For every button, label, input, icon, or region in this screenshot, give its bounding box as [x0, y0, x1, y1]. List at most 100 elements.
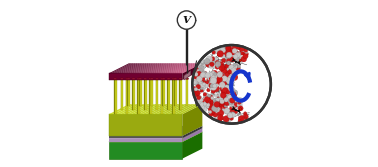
Circle shape	[210, 62, 214, 67]
Ellipse shape	[178, 78, 182, 79]
Ellipse shape	[186, 75, 188, 76]
Circle shape	[216, 98, 220, 102]
Circle shape	[241, 56, 247, 62]
Circle shape	[220, 100, 225, 105]
Circle shape	[217, 79, 223, 85]
Polygon shape	[182, 63, 202, 80]
Circle shape	[225, 104, 228, 107]
Circle shape	[197, 77, 200, 80]
Polygon shape	[145, 77, 147, 110]
Polygon shape	[146, 63, 167, 73]
Circle shape	[201, 62, 206, 67]
Circle shape	[228, 48, 232, 52]
Circle shape	[225, 57, 231, 64]
Polygon shape	[109, 63, 131, 73]
Circle shape	[206, 103, 211, 108]
Polygon shape	[122, 63, 144, 73]
Circle shape	[217, 77, 223, 83]
Polygon shape	[109, 138, 182, 142]
Circle shape	[194, 68, 200, 74]
Circle shape	[201, 71, 207, 77]
Circle shape	[193, 77, 198, 82]
Circle shape	[228, 113, 233, 118]
Circle shape	[229, 117, 234, 120]
Ellipse shape	[132, 78, 135, 79]
Polygon shape	[180, 77, 182, 110]
Polygon shape	[115, 63, 136, 73]
Polygon shape	[116, 104, 140, 114]
Circle shape	[229, 74, 234, 79]
Circle shape	[211, 85, 217, 90]
Circle shape	[231, 68, 236, 73]
Circle shape	[234, 101, 240, 107]
Circle shape	[228, 75, 234, 81]
Polygon shape	[121, 77, 123, 110]
Circle shape	[212, 51, 215, 54]
Circle shape	[236, 51, 241, 56]
Circle shape	[196, 93, 200, 96]
Circle shape	[226, 95, 230, 99]
Circle shape	[231, 89, 235, 93]
Circle shape	[230, 57, 235, 62]
Circle shape	[196, 71, 200, 75]
Circle shape	[204, 84, 209, 88]
Circle shape	[206, 64, 210, 67]
Ellipse shape	[138, 78, 142, 79]
Circle shape	[237, 65, 240, 68]
Circle shape	[228, 56, 235, 62]
Circle shape	[210, 84, 214, 88]
Circle shape	[202, 82, 206, 86]
Circle shape	[238, 116, 242, 120]
Ellipse shape	[162, 75, 165, 76]
Circle shape	[238, 106, 243, 111]
Circle shape	[198, 100, 202, 104]
Polygon shape	[129, 63, 151, 73]
Polygon shape	[166, 63, 187, 73]
Ellipse shape	[167, 77, 170, 78]
Ellipse shape	[179, 77, 182, 78]
Circle shape	[222, 83, 228, 89]
Circle shape	[241, 116, 247, 122]
Circle shape	[217, 53, 220, 56]
Circle shape	[212, 73, 217, 78]
Circle shape	[226, 68, 231, 73]
Circle shape	[212, 98, 216, 102]
Circle shape	[235, 65, 240, 71]
Circle shape	[196, 84, 200, 89]
Polygon shape	[163, 76, 165, 106]
Circle shape	[231, 91, 235, 96]
Circle shape	[216, 108, 220, 112]
Circle shape	[219, 82, 225, 88]
Ellipse shape	[132, 77, 135, 78]
Circle shape	[209, 77, 212, 80]
Ellipse shape	[139, 75, 142, 76]
Circle shape	[202, 102, 208, 108]
Circle shape	[222, 81, 227, 86]
Circle shape	[220, 83, 224, 87]
Circle shape	[212, 105, 218, 112]
Polygon shape	[150, 76, 152, 106]
Circle shape	[201, 79, 206, 84]
Polygon shape	[175, 76, 177, 106]
Circle shape	[203, 93, 207, 96]
Polygon shape	[168, 77, 170, 110]
Polygon shape	[109, 132, 202, 142]
Circle shape	[240, 46, 246, 52]
Circle shape	[200, 87, 203, 90]
Circle shape	[214, 72, 217, 75]
Circle shape	[237, 67, 240, 70]
Circle shape	[213, 106, 219, 112]
Circle shape	[224, 50, 229, 56]
Circle shape	[230, 50, 235, 55]
Circle shape	[205, 93, 209, 96]
Circle shape	[239, 50, 244, 55]
Ellipse shape	[174, 78, 177, 79]
Polygon shape	[144, 77, 145, 110]
Circle shape	[214, 105, 217, 108]
Circle shape	[200, 102, 204, 106]
Polygon shape	[158, 63, 180, 73]
Circle shape	[206, 81, 209, 84]
Circle shape	[224, 50, 230, 56]
Circle shape	[231, 98, 236, 102]
Circle shape	[196, 76, 202, 82]
